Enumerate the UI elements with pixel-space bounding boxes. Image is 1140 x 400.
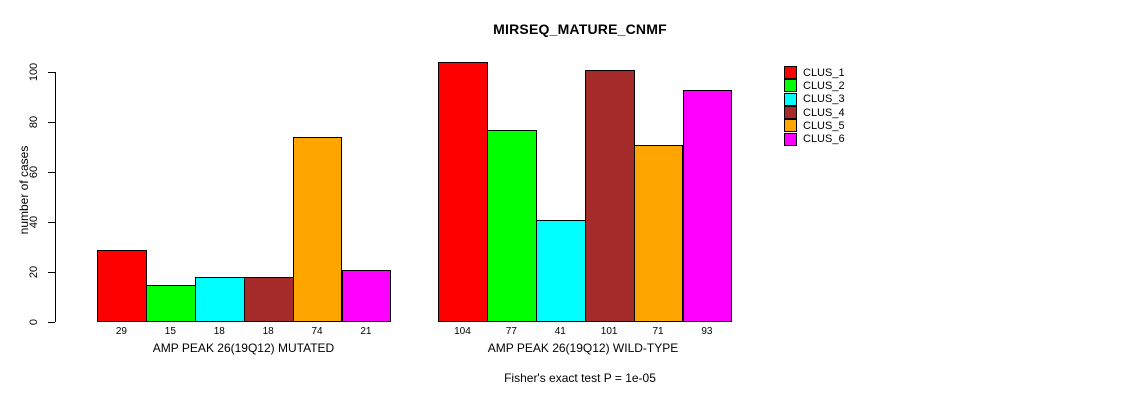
y-axis-tick-label: 20 — [28, 265, 40, 279]
legend-label: CLUS_4 — [803, 106, 845, 119]
bar-clus_2-mutated — [145, 284, 196, 322]
bar-clus_4-mutated — [243, 277, 294, 322]
legend-swatch-clus_2 — [784, 79, 797, 93]
bar-value-label: 104 — [454, 326, 471, 337]
bar-value-label: 74 — [311, 326, 323, 337]
bar-clus_6-wild-type — [682, 89, 733, 322]
legend-swatch-clus_4 — [784, 106, 797, 120]
y-axis-tick — [48, 71, 55, 73]
bar-value-label: 101 — [600, 326, 618, 337]
bar-clus_1-mutated — [97, 249, 147, 322]
legend-swatch-clus_5 — [784, 119, 797, 133]
y-axis-tick — [48, 321, 55, 323]
legend-swatch-clus_1 — [784, 66, 797, 79]
bar-clus_5-mutated — [292, 137, 343, 322]
bar-value-label: 29 — [115, 326, 127, 337]
y-axis-tick-label: 40 — [28, 215, 40, 229]
bar-clus_1-wild-type — [438, 62, 488, 322]
y-axis-tick — [48, 121, 55, 123]
y-axis-tick — [48, 221, 55, 223]
fisher-test-note: Fisher's exact test P = 1e-05 — [504, 371, 656, 385]
bar-value-label: 18 — [262, 326, 274, 337]
bar-clus_6-mutated — [341, 269, 392, 322]
legend-label: CLUS_6 — [803, 133, 845, 146]
bar-clus_4-wild-type — [584, 69, 635, 322]
y-axis-tick — [48, 171, 55, 173]
legend-label: CLUS_5 — [803, 119, 845, 132]
y-axis-tick-label: 0 — [28, 318, 40, 326]
legend-swatch-clus_3 — [784, 92, 797, 106]
legend-label: CLUS_1 — [803, 66, 845, 79]
bar-value-label: 18 — [213, 326, 225, 337]
bar-value-label: 93 — [701, 326, 713, 337]
y-axis-tick-label: 60 — [28, 165, 40, 179]
bar-clus_2-wild-type — [486, 129, 537, 322]
y-axis-tick-label: 80 — [28, 115, 40, 129]
group-label-wild-type: AMP PEAK 26(19Q12) WILD-TYPE — [487, 341, 679, 355]
bar-value-label: 21 — [360, 326, 372, 337]
legend-label: CLUS_2 — [803, 79, 845, 92]
y-axis-line — [55, 72, 56, 322]
y-axis-tick — [48, 271, 55, 273]
bar-value-label: 77 — [505, 326, 517, 337]
legend-label: CLUS_3 — [803, 93, 845, 106]
bar-value-label: 15 — [164, 326, 176, 337]
bar-value-label: 41 — [554, 326, 566, 337]
bar-clus_3-mutated — [194, 277, 245, 322]
bar-value-label: 71 — [652, 326, 664, 337]
y-axis-tick-label: 100 — [28, 62, 40, 82]
bar-clus_5-wild-type — [633, 144, 684, 322]
group-label-mutated: AMP PEAK 26(19Q12) MUTATED — [152, 341, 335, 355]
legend-swatch-clus_6 — [784, 132, 797, 146]
chart-title: MIRSEQ_MATURE_CNMF — [493, 21, 667, 37]
bar-clus_3-wild-type — [535, 219, 586, 322]
